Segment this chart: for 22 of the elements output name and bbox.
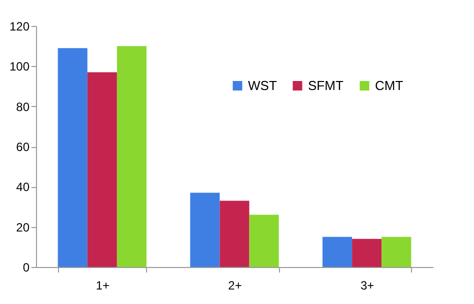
x-tick-label: 1+: [96, 278, 110, 292]
x-tick-label: 2+: [228, 278, 242, 292]
y-tick-label: 40: [16, 180, 30, 194]
y-tick-label: 20: [16, 220, 30, 234]
legend-label: WST: [248, 78, 277, 93]
y-tick-label: 0: [22, 260, 30, 274]
y-tick-label: 80: [16, 100, 30, 114]
x-tick-label: 3+: [360, 278, 374, 292]
y-tick-label: 120: [9, 20, 30, 34]
bar: [382, 236, 412, 267]
bar: [87, 72, 117, 267]
bar: [116, 46, 146, 267]
bar: [352, 238, 382, 267]
y-tick-label: 60: [16, 140, 30, 154]
bar: [322, 236, 352, 267]
y-tick-label: 100: [9, 60, 30, 74]
bar: [249, 214, 279, 267]
bar: [58, 48, 88, 267]
legend-label: SFMT: [308, 78, 344, 93]
legend-label: CMT: [375, 78, 404, 93]
bar: [190, 192, 220, 267]
bar: [220, 200, 250, 267]
